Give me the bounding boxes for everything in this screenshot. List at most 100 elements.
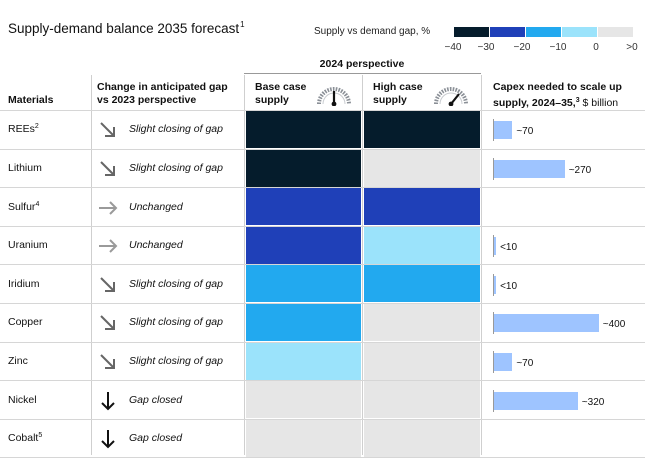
legend-tick: −20: [513, 42, 531, 53]
legend-swatch-1: [454, 27, 489, 37]
capex-bar: [494, 391, 578, 410]
row-divider: [0, 341, 645, 343]
material-name: Nickel: [8, 393, 37, 406]
arrow-down-right-icon: [97, 119, 119, 141]
row-divider: [0, 225, 645, 227]
change-text: Slight closing of gap: [129, 354, 223, 367]
change-text: Unchanged: [129, 200, 183, 213]
bar-axis: [493, 273, 494, 296]
material-name: Lithium: [8, 161, 42, 174]
header-base-case: Base case supply: [255, 81, 307, 106]
material-name: Zinc: [8, 354, 28, 367]
material-name: Uranium: [8, 239, 48, 252]
material-name: Cobalt5: [8, 432, 43, 445]
material-name: Copper: [8, 316, 43, 329]
capex-label: ~400: [602, 319, 626, 331]
row-divider: [0, 457, 645, 459]
change-text: Gap closed: [129, 393, 183, 406]
gauge-icon: [434, 87, 468, 106]
base-case-cell: [246, 111, 361, 148]
high-case-cell: [364, 226, 480, 264]
legend-tick: −10: [549, 42, 567, 53]
header-capex: Capex needed to scale up supply, 2024–35…: [493, 81, 622, 109]
change-text: Slight closing of gap: [129, 123, 223, 136]
legend-swatches: [454, 27, 633, 37]
row-divider: [0, 148, 645, 150]
high-case-cell: [364, 381, 480, 419]
bar-axis: [493, 119, 494, 142]
header-materials: Materials: [8, 94, 54, 106]
capex-label: <10: [500, 280, 518, 292]
capex-label: ~70: [516, 126, 534, 138]
row-divider: [0, 418, 645, 420]
arrow-down-icon: [97, 428, 119, 450]
legend-tick: 0: [593, 42, 599, 53]
base-case-cell: [246, 381, 361, 419]
arrow-down-right-icon: [97, 351, 119, 373]
capex-bar: [494, 121, 513, 140]
perspective-rule: [244, 73, 481, 74]
capex-bar: [494, 159, 565, 178]
change-text: Slight closing of gap: [129, 161, 223, 174]
legend-swatch-2: [490, 27, 525, 37]
capex-bar: [494, 275, 497, 294]
legend-tick: >0: [626, 42, 638, 53]
arrow-down-icon: [97, 390, 119, 412]
row-divider: [0, 187, 645, 189]
legend-label: Supply vs demand gap, %: [314, 26, 431, 37]
bar-axis: [493, 312, 494, 335]
capex-bar: [494, 352, 513, 371]
material-name: REEs2: [8, 123, 39, 136]
legend-tick: −40: [444, 42, 462, 53]
header-change: Change in anticipated gap vs 2023 perspe…: [97, 81, 228, 106]
high-case-cell: [364, 419, 480, 457]
base-case-cell: [246, 188, 361, 226]
base-case-cell: [246, 304, 361, 341]
capex-label: <10: [500, 242, 518, 254]
legend-ticks: −40 −30 −20 −10 0 >0: [440, 42, 640, 54]
bar-axis: [493, 350, 494, 373]
arrow-right-icon: [97, 197, 119, 219]
base-case-cell: [246, 419, 361, 457]
capex-label: ~320: [581, 396, 605, 408]
perspective-label: 2024 perspective: [319, 58, 405, 70]
bar-axis: [493, 235, 494, 258]
bar-axis: [493, 157, 494, 180]
base-case-cell: [246, 226, 361, 264]
change-text: Unchanged: [129, 239, 183, 252]
capex-label: ~270: [568, 164, 592, 176]
legend-swatch-3: [526, 27, 561, 37]
high-case-cell: [364, 265, 480, 303]
row-divider: [0, 110, 645, 111]
high-case-cell: [364, 188, 480, 226]
material-name: Sulfur4: [8, 200, 40, 213]
legend-swatch-4: [562, 27, 597, 37]
capex-bar: [494, 314, 599, 333]
legend-tick: −30: [477, 42, 495, 53]
high-case-cell: [364, 304, 480, 341]
capex-label: ~70: [516, 357, 534, 369]
base-case-cell: [246, 265, 361, 303]
change-text: Slight closing of gap: [129, 277, 223, 290]
bar-axis: [493, 389, 494, 412]
capex-bar: [494, 237, 497, 256]
arrow-right-icon: [97, 235, 119, 257]
base-case-cell: [246, 342, 361, 380]
material-name: Iridium: [8, 277, 40, 290]
row-divider: [0, 380, 645, 382]
arrow-down-right-icon: [97, 312, 119, 334]
arrow-down-right-icon: [97, 158, 119, 180]
change-text: Slight closing of gap: [129, 316, 223, 329]
high-case-cell: [364, 342, 480, 380]
header-high-case: High case supply: [373, 81, 423, 106]
high-case-cell: [364, 111, 480, 148]
gauge-icon: [317, 87, 351, 106]
high-case-cell: [364, 149, 480, 187]
arrow-down-right-icon: [97, 274, 119, 296]
base-case-cell: [246, 149, 361, 187]
row-divider: [0, 264, 645, 266]
row-divider: [0, 303, 645, 304]
legend-swatch-5: [598, 27, 633, 37]
change-text: Gap closed: [129, 432, 183, 445]
chart-title: Supply-demand balance 2035 forecast1: [8, 20, 245, 36]
